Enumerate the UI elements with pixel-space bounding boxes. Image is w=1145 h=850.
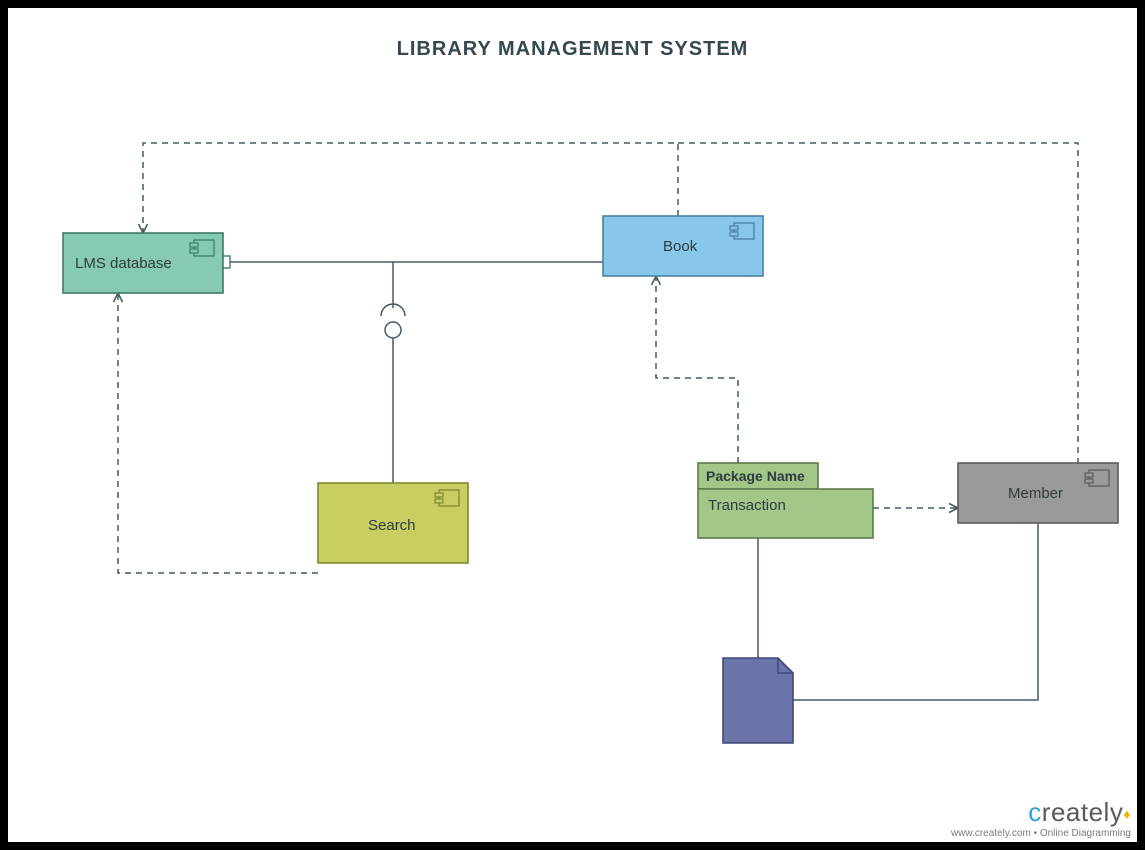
node-book-label: Book	[663, 238, 698, 255]
node-search-label: Search	[368, 517, 416, 534]
footer-branding: creately♦ www.creately.com • Online Diag…	[951, 797, 1131, 840]
node-lms-database: LMS database	[63, 233, 223, 293]
edge-book-to-lms-loop	[143, 143, 1078, 493]
brand-logo: creately♦	[951, 797, 1131, 828]
diagram-canvas: LIBRARY MANAGEMENT SYSTEM	[0, 0, 1145, 850]
edge-search-to-lms	[118, 293, 318, 573]
diagram-svg: LMS database Book Search	[8, 8, 1137, 842]
node-member: Member	[958, 463, 1118, 523]
node-search: Search	[318, 483, 468, 563]
edge-interface-to-search	[381, 262, 405, 483]
node-book: Book	[603, 216, 763, 276]
edge-lms-to-book	[218, 256, 603, 268]
node-package-body-label: Transaction	[708, 497, 786, 514]
node-lms-label: LMS database	[75, 255, 172, 272]
node-package-title: Package Name	[706, 468, 805, 484]
node-member-label: Member	[1008, 485, 1063, 502]
edge-package-to-book	[656, 276, 738, 463]
node-package-transaction: Package Name Transaction	[698, 463, 873, 538]
edge-artifact-to-member	[793, 523, 1038, 700]
brand-tagline: www.creately.com • Online Diagramming	[951, 828, 1131, 840]
node-artifact-document	[723, 658, 793, 743]
